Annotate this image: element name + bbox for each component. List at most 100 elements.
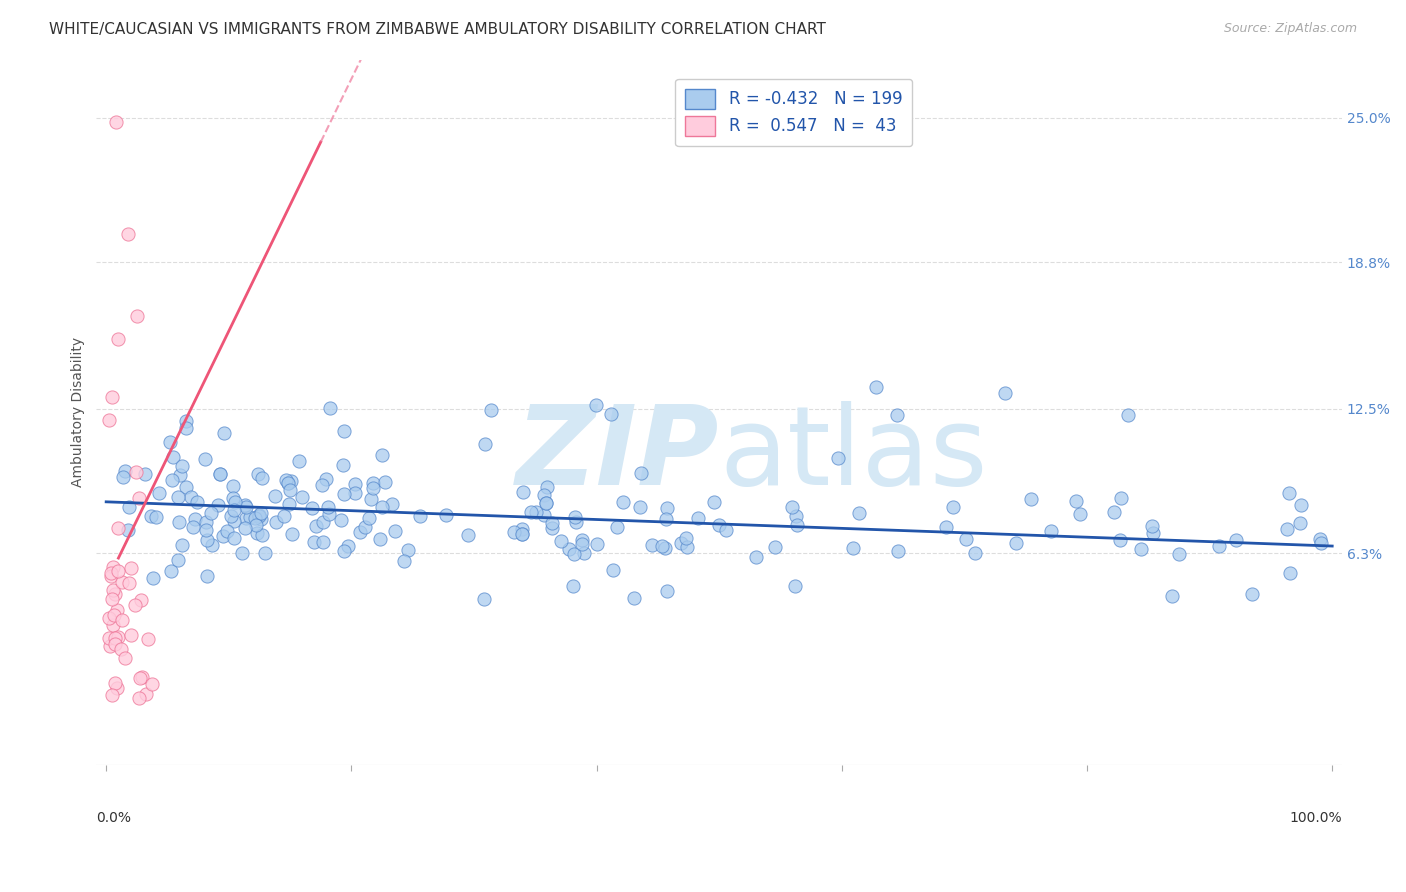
Point	[201, 539, 224, 553]
Point	[101, 591, 124, 606]
Point	[1005, 536, 1028, 550]
Point	[371, 448, 394, 462]
Point	[333, 424, 356, 438]
Point	[118, 500, 141, 515]
Text: 0.0%: 0.0%	[97, 811, 131, 825]
Point	[277, 475, 299, 490]
Point	[250, 527, 273, 541]
Point	[224, 495, 246, 509]
Point	[141, 676, 163, 690]
Point	[222, 514, 245, 528]
Point	[174, 421, 197, 435]
Point	[103, 607, 125, 622]
Point	[111, 613, 134, 627]
Point	[963, 546, 986, 560]
Point	[207, 498, 229, 512]
Point	[212, 529, 235, 543]
Point	[686, 510, 709, 524]
Point	[651, 539, 673, 553]
Point	[827, 450, 849, 465]
Point	[107, 630, 129, 644]
Point	[222, 491, 245, 506]
Point	[520, 506, 543, 520]
Point	[104, 587, 127, 601]
Point	[993, 386, 1015, 401]
Point	[301, 501, 323, 516]
Point	[1108, 533, 1130, 548]
Point	[533, 508, 555, 522]
Point	[195, 515, 218, 529]
Point	[536, 480, 558, 494]
Point	[186, 495, 208, 509]
Point	[97, 413, 120, 427]
Point	[166, 490, 188, 504]
Point	[112, 470, 135, 484]
Point	[131, 670, 153, 684]
Point	[344, 486, 367, 500]
Point	[181, 520, 204, 534]
Point	[98, 611, 121, 625]
Point	[135, 687, 157, 701]
Point	[1040, 524, 1063, 538]
Point	[550, 533, 572, 548]
Point	[887, 543, 910, 558]
Point	[280, 483, 302, 497]
Point	[886, 408, 908, 422]
Point	[534, 496, 557, 510]
Point	[235, 500, 257, 515]
Point	[128, 491, 150, 505]
Point	[533, 488, 555, 502]
Point	[1116, 408, 1139, 422]
Point	[472, 592, 495, 607]
Point	[623, 591, 645, 605]
Point	[101, 583, 124, 598]
Point	[250, 471, 273, 485]
Point	[332, 458, 354, 472]
Point	[510, 527, 533, 541]
Point	[107, 332, 129, 346]
Point	[344, 476, 367, 491]
Point	[101, 390, 124, 404]
Point	[510, 527, 533, 541]
Point	[541, 516, 564, 530]
Point	[370, 532, 392, 546]
Point	[247, 508, 270, 522]
Point	[630, 466, 652, 480]
Point	[1208, 539, 1230, 553]
Point	[541, 521, 564, 535]
Point	[669, 535, 692, 549]
Point	[332, 487, 354, 501]
Point	[98, 631, 121, 645]
Point	[159, 435, 181, 450]
Point	[409, 509, 432, 524]
Point	[512, 522, 534, 536]
Point	[280, 474, 302, 488]
Point	[785, 579, 807, 593]
Point	[288, 454, 311, 468]
Point	[264, 515, 287, 529]
Point	[675, 531, 697, 545]
Point	[110, 574, 132, 589]
Point	[396, 543, 419, 558]
Point	[349, 524, 371, 539]
Point	[195, 533, 218, 548]
Point	[434, 508, 457, 522]
Point	[281, 526, 304, 541]
Point	[361, 475, 384, 490]
Point	[474, 437, 496, 451]
Point	[1019, 491, 1042, 506]
Point	[714, 523, 737, 537]
Point	[333, 543, 356, 558]
Point	[374, 475, 396, 489]
Point	[354, 520, 377, 534]
Point	[107, 564, 129, 578]
Point	[250, 506, 273, 520]
Point	[745, 550, 768, 565]
Point	[162, 450, 184, 464]
Point	[312, 516, 335, 530]
Point	[222, 503, 245, 517]
Point	[703, 494, 725, 508]
Point	[1109, 491, 1132, 506]
Point	[174, 480, 197, 494]
Point	[384, 524, 406, 538]
